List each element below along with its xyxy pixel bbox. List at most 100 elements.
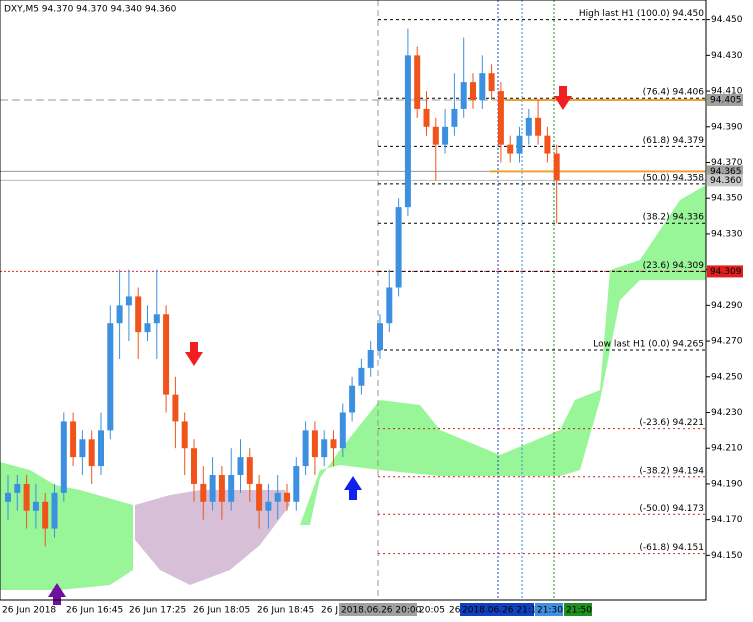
candle-body xyxy=(125,296,132,306)
candle-body xyxy=(414,55,421,109)
x-tick-label: 26 J xyxy=(321,606,338,616)
y-tick-label: 94.210 xyxy=(711,444,743,454)
candle-body xyxy=(153,314,160,324)
y-tick-label: 94.350 xyxy=(711,194,743,204)
x-tick-label: 26 Jun 17:25 xyxy=(129,606,186,616)
candle-body xyxy=(107,323,114,431)
y-tick-label: 94.390 xyxy=(711,122,743,132)
x-tick-label: 26 Jun 18:05 xyxy=(193,606,250,616)
candle-body xyxy=(70,421,77,458)
y-tick-label: 94.190 xyxy=(711,479,743,489)
x-tick-label: 26 Jun 18:45 xyxy=(257,606,314,616)
y-tick-label: 94.330 xyxy=(711,229,743,239)
buy-arrow xyxy=(344,476,362,500)
candle-body xyxy=(163,314,170,395)
y-tick-label: 94.230 xyxy=(711,408,743,418)
candle-body xyxy=(293,466,300,502)
y-tick-label: 94.290 xyxy=(711,301,743,311)
time-tag xyxy=(535,603,563,616)
candle-body xyxy=(497,91,504,145)
fib-label: (76.4) 94.406 xyxy=(643,88,705,98)
y-tick-label: 94.270 xyxy=(711,337,743,347)
candle-body xyxy=(311,430,318,458)
candle-body xyxy=(321,439,328,458)
fib-label: (23.6) 94.309 xyxy=(643,261,705,271)
y-tick-label: 94.450 xyxy=(711,15,743,25)
time-tag xyxy=(460,603,534,616)
price-tag xyxy=(707,265,743,278)
price-tag xyxy=(707,174,743,187)
candle-body xyxy=(367,350,374,368)
y-tick-label: 94.150 xyxy=(711,551,743,561)
fib-label: (61.8) 94.379 xyxy=(643,136,705,146)
y-tick-label: 94.250 xyxy=(711,372,743,382)
x-tick-label: 2018.06.26 20:00 xyxy=(341,606,422,616)
candle-body xyxy=(284,492,290,502)
price-tag-label: 94.360 xyxy=(710,176,742,186)
candle-body xyxy=(200,483,207,502)
candle-body xyxy=(116,305,123,324)
candle-body xyxy=(181,421,188,449)
x-tick-label: 21:50 xyxy=(566,606,592,616)
candle-body xyxy=(98,430,104,467)
candle-body xyxy=(237,457,244,475)
fib-label: (50.0) 94.358 xyxy=(643,173,705,183)
candle-body xyxy=(516,135,523,154)
candle-body xyxy=(330,439,337,449)
candle-body xyxy=(256,483,263,511)
x-tick-label: 2018.06.26 21:15 xyxy=(462,606,542,616)
candle-body xyxy=(265,501,272,511)
candle-body xyxy=(339,412,346,449)
candle-body xyxy=(423,108,430,127)
candle-body xyxy=(88,439,95,467)
candle-body xyxy=(79,439,86,458)
candle-body xyxy=(218,475,225,502)
price-tag xyxy=(707,94,743,106)
y-tick-label: 94.370 xyxy=(711,158,743,168)
fib-label: Low last H1 (0.0) 94.265 xyxy=(593,340,704,350)
buy-arrow xyxy=(48,583,66,605)
fib-label: (-23.6) 94.221 xyxy=(639,418,704,428)
candle-body xyxy=(553,153,560,181)
price-tag-label: 94.309 xyxy=(710,267,742,277)
candle-body xyxy=(432,126,439,145)
fib-label: (-50.0) 94.173 xyxy=(639,504,704,514)
candle-body xyxy=(507,144,514,154)
candle-body xyxy=(488,73,495,92)
fib-label: (38.2) 94.336 xyxy=(643,213,705,223)
x-tick-label: 21:30 xyxy=(537,606,563,616)
candle-body xyxy=(442,126,449,145)
x-tick-label: 26 xyxy=(449,606,461,616)
candle-body xyxy=(451,108,458,127)
candle-body xyxy=(358,367,365,386)
y-tick-label: 94.430 xyxy=(711,51,743,61)
candle-body xyxy=(42,501,49,529)
plot-frame xyxy=(0,0,707,601)
fib-label: (-61.8) 94.151 xyxy=(639,543,704,553)
time-tag xyxy=(564,603,592,616)
y-tick-label: 94.410 xyxy=(711,87,743,97)
candle-body xyxy=(228,475,235,502)
candle-body xyxy=(23,483,30,511)
candle-body xyxy=(135,296,142,333)
candle-body xyxy=(172,394,179,422)
candle-body xyxy=(302,430,309,467)
cloud xyxy=(0,462,133,590)
candle-body xyxy=(544,135,551,154)
candle-body xyxy=(404,55,411,208)
candle-body xyxy=(191,448,197,484)
x-tick-label: 20:05 xyxy=(419,606,445,616)
fib-label: High last H1 (100.0) 94.450 xyxy=(579,9,704,19)
candle-body xyxy=(479,73,486,100)
candle-body xyxy=(14,483,21,493)
candle-body xyxy=(32,501,39,511)
sell-arrow xyxy=(185,342,203,366)
time-tag xyxy=(339,603,417,616)
x-tick-label: 26 Jun 16:45 xyxy=(66,606,123,616)
candle-body xyxy=(274,492,281,502)
candle-body xyxy=(60,421,67,493)
candle-body xyxy=(535,117,542,136)
cloud-bear xyxy=(135,490,290,585)
candle-body xyxy=(395,207,402,288)
fib-label: (-38.2) 94.194 xyxy=(639,466,704,476)
